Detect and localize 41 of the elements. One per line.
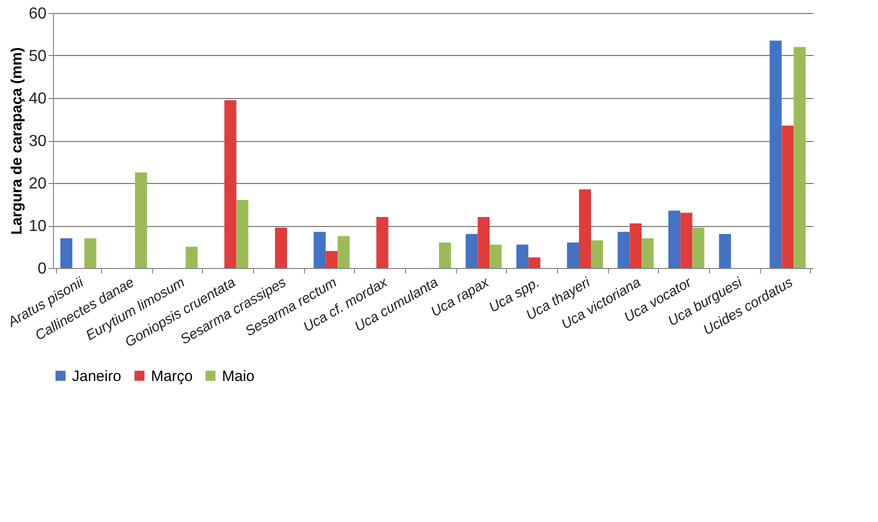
bar bbox=[516, 244, 528, 268]
bar bbox=[680, 212, 692, 268]
bar bbox=[314, 232, 326, 268]
y-axis-title: Largura de carapaça (mm) bbox=[8, 47, 26, 235]
bar bbox=[135, 172, 147, 268]
bar bbox=[668, 210, 680, 268]
bar bbox=[567, 242, 579, 268]
bar bbox=[60, 238, 72, 268]
bar bbox=[376, 217, 388, 268]
bar bbox=[439, 242, 451, 268]
legend-label: Maio bbox=[222, 368, 255, 385]
bar bbox=[770, 40, 782, 268]
bar bbox=[478, 217, 490, 268]
y-tick-label: 10 bbox=[28, 218, 47, 235]
legend-label: Março bbox=[151, 368, 193, 385]
bar bbox=[186, 246, 198, 268]
y-tick-label: 60 bbox=[28, 6, 47, 22]
bar bbox=[794, 47, 806, 268]
bar bbox=[236, 200, 248, 268]
y-tick-label: 0 bbox=[38, 260, 47, 278]
bar bbox=[275, 228, 287, 268]
bar bbox=[326, 251, 338, 268]
legend-label: Janeiro bbox=[72, 368, 122, 385]
bar bbox=[528, 257, 540, 268]
bar bbox=[84, 238, 96, 268]
bar bbox=[579, 189, 591, 268]
y-tick-label: 50 bbox=[28, 48, 47, 65]
bar bbox=[618, 232, 630, 268]
y-tick-label: 30 bbox=[28, 133, 47, 150]
bar bbox=[224, 100, 236, 268]
bar bbox=[490, 244, 502, 268]
bar bbox=[782, 126, 794, 268]
bar bbox=[630, 223, 642, 268]
bar bbox=[338, 236, 350, 268]
bar bbox=[692, 228, 704, 268]
bar bbox=[719, 234, 731, 268]
y-tick-label: 40 bbox=[28, 90, 47, 108]
bar bbox=[466, 234, 478, 268]
bar bbox=[591, 240, 603, 268]
y-tick-label: 20 bbox=[28, 176, 47, 192]
bar bbox=[642, 238, 654, 268]
